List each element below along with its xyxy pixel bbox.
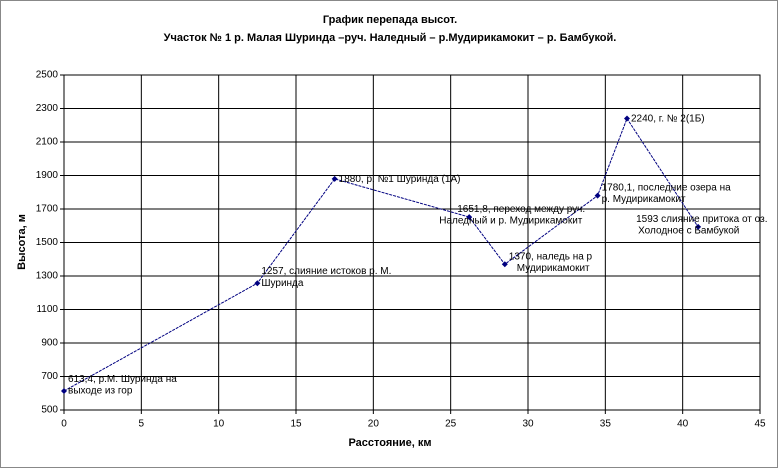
y-tick-label: 1500 [36, 237, 59, 248]
data-label: 1593 слияние притока от оз. [636, 214, 767, 225]
y-tick-label: 2300 [36, 103, 59, 114]
data-label-note: , переход между руч. [488, 204, 585, 215]
y-tick-label: 2500 [36, 70, 59, 81]
chart-title: График перепада высот. [323, 14, 457, 26]
data-label-note: Мудирикамокит [517, 263, 590, 274]
x-tick-label: 5 [139, 419, 145, 430]
x-tick-label: 45 [754, 419, 766, 430]
data-label-value: 1257 [261, 266, 284, 277]
data-label-note: Наледный и р. Мудирикамокит [439, 216, 583, 227]
x-tick-label: 0 [61, 419, 67, 430]
data-label-note: Холодное с Бамбукой [638, 225, 739, 237]
y-tick-label: 1700 [36, 204, 59, 215]
data-label-value: 1593 [636, 214, 659, 225]
data-label: 613,4, р.М. Шуринда на [68, 374, 177, 385]
data-label-value: 613,4 [68, 374, 93, 385]
x-tick-label: 40 [677, 419, 689, 430]
marker [331, 175, 338, 182]
x-tick-label: 10 [213, 419, 225, 430]
data-label-note: , р.М. Шуринда на [93, 374, 177, 385]
y-tick-label: 1300 [36, 271, 59, 282]
y-tick-label: 700 [41, 371, 58, 382]
data-label-value: 1780,1 [602, 182, 633, 193]
data-label-value: 1880 [339, 173, 362, 184]
y-tick-label: 1900 [36, 170, 59, 181]
data-label-note: выходе из гор [68, 386, 133, 397]
marker [623, 115, 630, 122]
data-label-note: р. Мудирикамокит [602, 194, 686, 205]
y-tick-label: 900 [41, 338, 58, 349]
x-tick-label: 20 [368, 419, 380, 430]
data-label-note: , последние озера на [632, 182, 731, 193]
y-tick-label: 2100 [36, 137, 59, 148]
x-tick-label: 25 [445, 419, 457, 430]
data-label-note: Шуринда [261, 278, 304, 289]
marker [254, 280, 261, 287]
x-axis-label: Расстояние, км [348, 437, 431, 449]
marker [61, 388, 67, 395]
y-axis-label: Высота, м [16, 214, 28, 270]
data-label-value: 1370 [509, 251, 532, 262]
y-tick-label: 500 [41, 405, 58, 416]
data-label-note: , слияние истоков р. М. [284, 266, 392, 277]
data-label-value: 2240 [631, 113, 654, 124]
data-label-note: , г. № 2(1Б) [653, 113, 704, 124]
marker [466, 214, 473, 221]
marker [695, 223, 702, 230]
data-label: 1370, наледь на р [509, 251, 593, 262]
line [63, 117, 699, 392]
y-tick-label: 1100 [36, 304, 58, 315]
data-label-note: , р. №1 Шуринда (1А) [361, 173, 461, 184]
data-label: 1651,8, переход между руч. [457, 204, 585, 215]
marker [501, 261, 508, 268]
data-label-note: , наледь на р [531, 251, 593, 262]
x-tick-label: 30 [522, 419, 534, 430]
data-label-value: 1651,8 [457, 204, 488, 215]
x-tick-label: 15 [290, 419, 302, 430]
marker [594, 192, 601, 199]
data-label: 1780,1, последние озера на [602, 182, 731, 193]
x-tick-label: 35 [600, 419, 612, 430]
data-label: 2240, г. № 2(1Б) [631, 113, 705, 124]
chart-subtitle: Участок № 1 р. Малая Шуринда –руч. Налед… [164, 32, 617, 44]
data-label: 1257, слияние истоков р. М. [261, 266, 391, 277]
data-label-note: слияние притока от оз. [658, 214, 767, 225]
data-label: 1880, р. №1 Шуринда (1А) [339, 173, 461, 184]
